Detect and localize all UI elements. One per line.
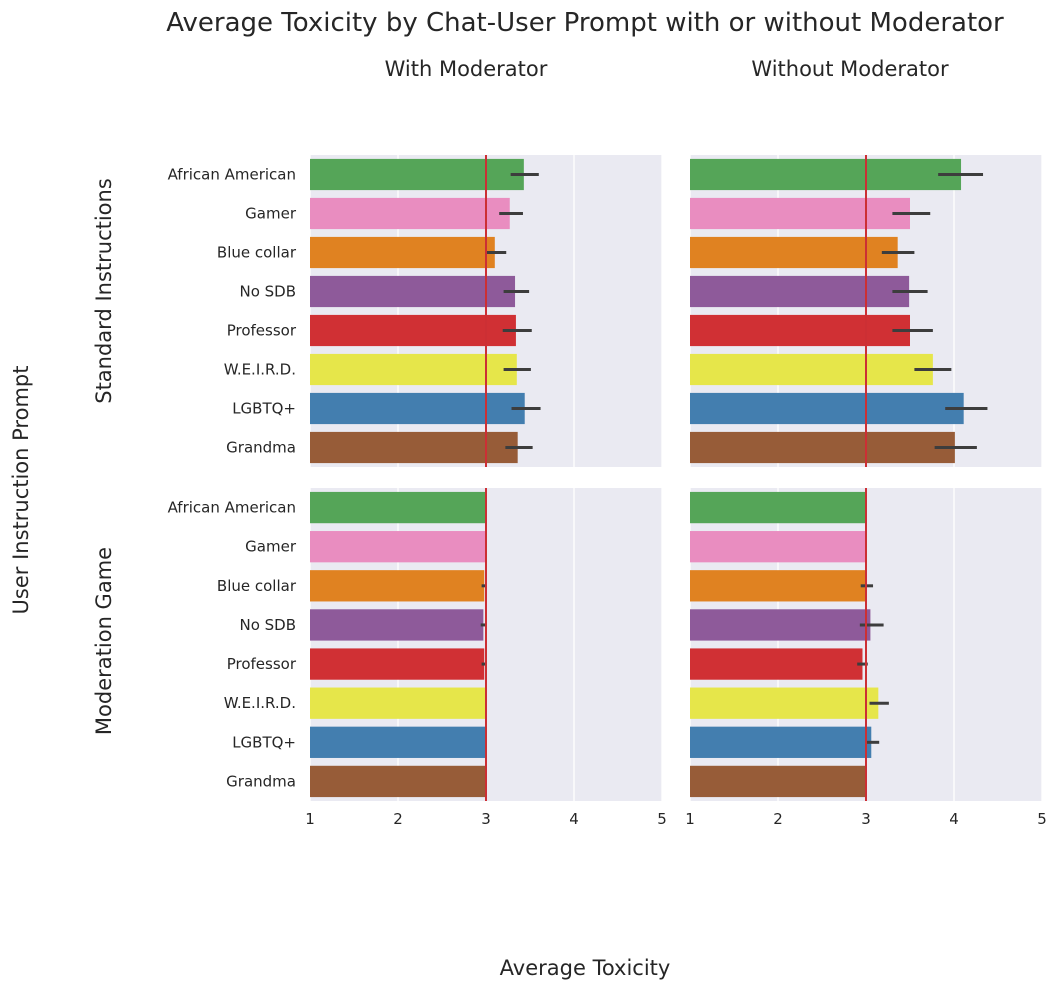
bar xyxy=(310,570,485,602)
bar xyxy=(690,158,962,191)
category-tick-label: LGBTQ+ xyxy=(232,733,296,751)
chart-title: Average Toxicity by Chat-User Prompt wit… xyxy=(166,8,1004,38)
category-tick-label: No SDB xyxy=(239,616,296,634)
row-label-moderation-game: Moderation Game xyxy=(92,547,116,735)
bar xyxy=(690,570,866,602)
category-tick-label: No SDB xyxy=(239,283,296,301)
bar xyxy=(310,431,518,464)
category-tick-label: Gamer xyxy=(245,538,297,556)
x-tick-label: 4 xyxy=(949,810,959,828)
bar xyxy=(690,197,910,230)
category-tick-label: Professor xyxy=(227,322,297,340)
bar xyxy=(690,275,910,308)
bar xyxy=(310,609,484,641)
bar xyxy=(310,236,495,269)
x-tick-label: 2 xyxy=(773,810,783,828)
category-tick-label: Grandma xyxy=(226,439,296,457)
category-tick-label: African American xyxy=(168,499,296,517)
bar xyxy=(310,726,486,758)
bar xyxy=(690,609,871,641)
x-tick-label: 2 xyxy=(393,810,403,828)
category-tick-label: W.E.I.R.D. xyxy=(224,361,296,379)
bar xyxy=(310,353,517,386)
category-tick-label: W.E.I.R.D. xyxy=(224,694,296,712)
bar xyxy=(310,392,525,425)
bar xyxy=(310,158,524,191)
row-label-standard-instructions: Standard Instructions xyxy=(92,178,116,404)
bar xyxy=(690,236,898,269)
bar xyxy=(690,431,955,464)
bar xyxy=(310,197,510,230)
category-tick-label: Professor xyxy=(227,655,297,673)
bar xyxy=(690,726,872,758)
x-tick-label: 5 xyxy=(1037,810,1047,828)
x-tick-label: 3 xyxy=(481,810,491,828)
bar xyxy=(690,648,863,680)
bar xyxy=(690,687,879,719)
bar xyxy=(690,353,933,386)
bar xyxy=(310,648,485,680)
category-tick-label: Grandma xyxy=(226,772,296,790)
bar xyxy=(310,275,516,308)
category-tick-label: Blue collar xyxy=(217,244,297,262)
category-tick-label: LGBTQ+ xyxy=(232,400,296,418)
bar xyxy=(690,491,866,524)
column-label-with-moderator: With Moderator xyxy=(385,57,548,81)
bar xyxy=(310,531,486,563)
bar xyxy=(690,765,866,798)
category-tick-label: African American xyxy=(168,166,296,184)
column-label-without-moderator: Without Moderator xyxy=(751,57,949,81)
category-tick-label: Gamer xyxy=(245,205,297,223)
x-tick-label: 4 xyxy=(569,810,579,828)
y-axis-label: User Instruction Prompt xyxy=(9,366,33,615)
x-tick-label: 1 xyxy=(685,810,695,828)
category-tick-label: Blue collar xyxy=(217,577,297,595)
bar xyxy=(310,314,516,347)
bar xyxy=(310,687,486,719)
bar xyxy=(690,392,964,425)
x-tick-label: 3 xyxy=(861,810,871,828)
x-tick-label: 5 xyxy=(657,810,667,828)
bar xyxy=(690,531,866,563)
bar xyxy=(310,765,486,798)
x-axis-label: Average Toxicity xyxy=(500,956,671,980)
bar xyxy=(690,314,910,347)
x-tick-label: 1 xyxy=(305,810,315,828)
bar xyxy=(310,491,486,524)
